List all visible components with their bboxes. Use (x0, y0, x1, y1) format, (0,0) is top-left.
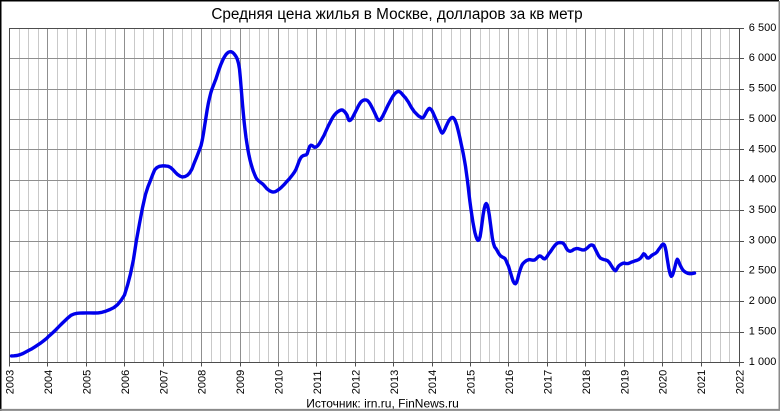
svg-text:2009: 2009 (235, 370, 247, 394)
svg-text:2022: 2022 (735, 370, 747, 394)
svg-text:Источник: irn.ru, FinNews.ru: Источник: irn.ru, FinNews.ru (306, 396, 459, 410)
svg-text:2015: 2015 (466, 370, 478, 394)
svg-text:2007: 2007 (158, 370, 170, 394)
svg-text:6 500: 6 500 (749, 22, 777, 34)
svg-text:2012: 2012 (350, 370, 362, 394)
svg-text:2020: 2020 (658, 370, 670, 394)
svg-text:2013: 2013 (389, 370, 401, 394)
svg-text:2019: 2019 (619, 370, 631, 394)
svg-text:2014: 2014 (427, 370, 439, 394)
svg-text:4 000: 4 000 (749, 174, 777, 186)
svg-text:2018: 2018 (581, 370, 593, 394)
svg-text:2008: 2008 (197, 370, 209, 394)
svg-text:1 500: 1 500 (749, 325, 777, 337)
svg-text:5 000: 5 000 (749, 113, 777, 125)
svg-text:2004: 2004 (43, 370, 55, 394)
svg-text:5 500: 5 500 (749, 83, 777, 95)
svg-text:2003: 2003 (5, 370, 17, 394)
svg-text:2 500: 2 500 (749, 265, 777, 277)
svg-text:Средняя цена жилья в Москве, д: Средняя цена жилья в Москве, долларов за… (211, 6, 582, 23)
svg-text:2017: 2017 (543, 370, 555, 394)
svg-text:2011: 2011 (312, 371, 324, 395)
svg-text:2005: 2005 (81, 370, 93, 394)
svg-text:2010: 2010 (274, 370, 286, 394)
svg-text:2 000: 2 000 (749, 295, 777, 307)
svg-text:2006: 2006 (120, 370, 132, 394)
svg-text:2016: 2016 (504, 370, 516, 394)
svg-text:3 500: 3 500 (749, 204, 777, 216)
svg-text:4 500: 4 500 (749, 143, 777, 155)
svg-text:6 000: 6 000 (749, 52, 777, 64)
svg-text:3 000: 3 000 (749, 234, 777, 246)
svg-text:1 000: 1 000 (749, 356, 777, 368)
svg-text:2021: 2021 (696, 370, 708, 394)
